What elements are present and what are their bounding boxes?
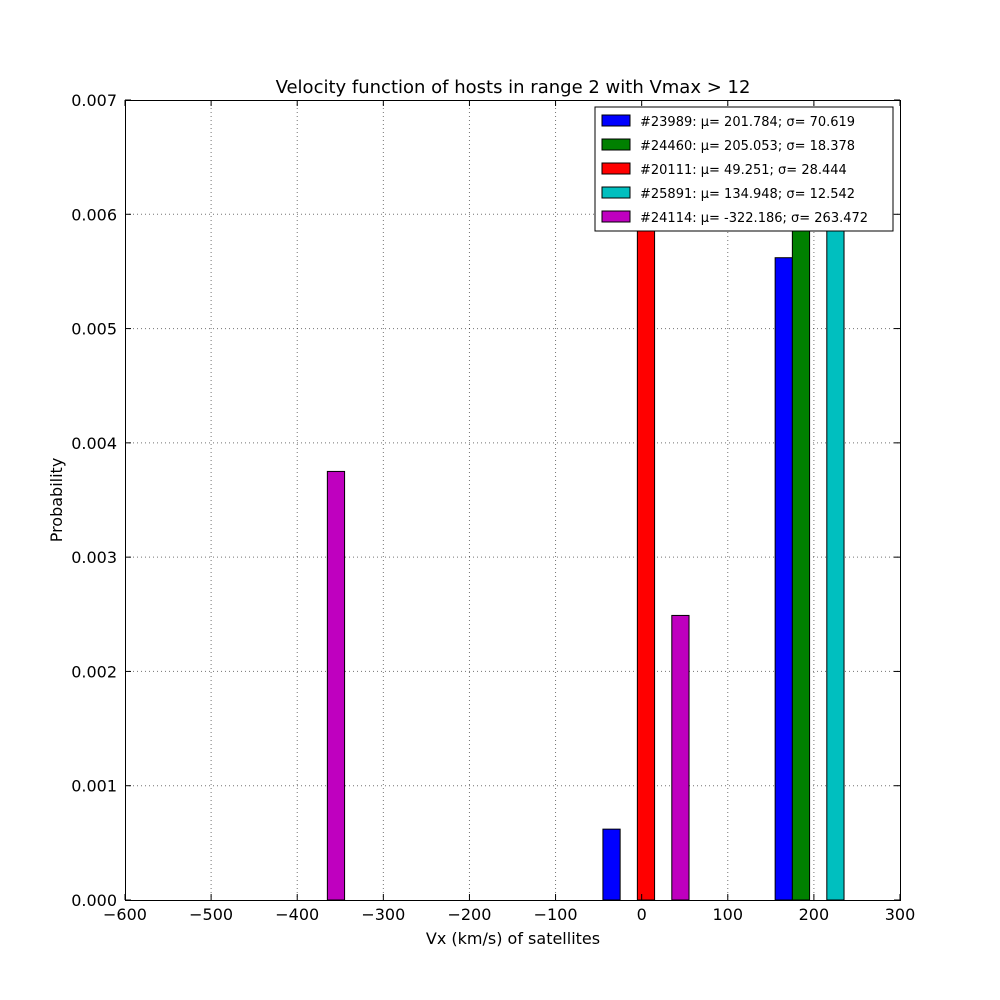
legend-box — [594, 106, 894, 232]
x-tick-label: 100 — [713, 905, 744, 924]
histogram-bar — [791, 225, 811, 900]
y-tick-label: 0.006 — [71, 205, 117, 224]
legend-swatch — [601, 162, 631, 175]
y-tick-label: 0.007 — [71, 91, 117, 110]
y-axis-label: Probability — [47, 458, 66, 543]
legend-entry: #23989: μ= 201.784; σ= 70.619 — [640, 115, 855, 130]
x-tick-label: −500 — [189, 905, 233, 924]
x-tick-label: −400 — [275, 905, 319, 924]
histogram-bar — [774, 257, 793, 900]
x-tick-label: 0 — [637, 905, 647, 924]
legend-swatch — [601, 138, 631, 151]
legend-entry: #24114: μ= -322.186; σ= 263.472 — [640, 211, 868, 226]
legend-entry: #20111: μ= 49.251; σ= 28.444 — [640, 163, 847, 178]
legend-swatch — [601, 114, 631, 127]
histogram-bar — [636, 225, 656, 900]
ticks-group: −600 −500 −400 −300 −200 −100 0 100 200 300 0.000 0… — [71, 91, 915, 924]
chart-title: Velocity function of hosts in range 2 wi… — [276, 77, 751, 98]
y-tick-label: 0.005 — [71, 320, 117, 339]
x-tick-label: 200 — [799, 905, 830, 924]
histogram-bar — [602, 828, 621, 900]
x-tick-label: −300 — [361, 905, 405, 924]
bars-group — [326, 225, 845, 900]
y-tick-label: 0.001 — [71, 777, 117, 796]
legend-swatch — [601, 186, 631, 199]
legend: #23989: μ= 201.784; σ= 70.619 #24460: μ= … — [594, 106, 894, 232]
y-tick-label: 0.004 — [71, 434, 117, 453]
histogram-bar — [826, 225, 845, 900]
x-tick-label: −600 — [103, 905, 147, 924]
histogram-bar — [671, 614, 690, 900]
x-tick-label: −200 — [447, 905, 491, 924]
y-tick-label: 0.000 — [71, 891, 117, 910]
plot-frame — [125, 100, 901, 901]
y-tick-label: 0.003 — [71, 548, 117, 567]
y-tick-label: 0.002 — [71, 662, 117, 681]
x-tick-label: 300 — [885, 905, 916, 924]
x-axis-label: Vx (km/s) of satellites — [426, 929, 600, 948]
legend-entry: #25891: μ= 134.948; σ= 12.542 — [640, 187, 855, 202]
legend-entry: #24460: μ= 205.053; σ= 18.378 — [640, 139, 855, 154]
legend-swatch — [601, 210, 631, 223]
x-tick-label: −100 — [534, 905, 578, 924]
histogram-bar — [326, 470, 346, 900]
